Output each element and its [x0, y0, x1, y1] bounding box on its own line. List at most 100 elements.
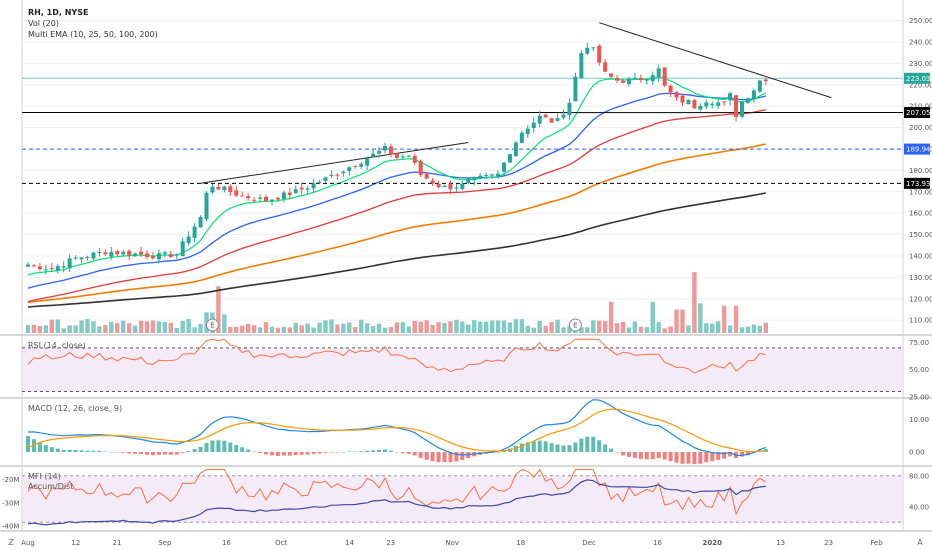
candle-body — [317, 182, 322, 184]
candle-body — [751, 90, 756, 99]
volume-bar — [382, 327, 388, 333]
trendline — [599, 22, 832, 99]
macd-histogram-bar — [561, 445, 566, 452]
macd-histogram-bar — [26, 435, 30, 452]
volume-bar — [162, 321, 168, 333]
volume-bar — [299, 325, 304, 333]
candle-body — [67, 258, 72, 269]
candle-body — [519, 132, 524, 144]
candle-body — [430, 180, 435, 184]
volume-bar — [466, 324, 471, 333]
candle-body — [388, 146, 393, 155]
earnings-marker — [568, 318, 582, 332]
volume-bar — [716, 321, 721, 333]
candle-body — [73, 257, 78, 259]
macd-histogram-bar — [341, 451, 346, 453]
macd-histogram-bar — [305, 452, 310, 455]
macd-histogram-bar — [644, 452, 649, 460]
volume-bar — [406, 326, 411, 333]
volume-bar — [489, 320, 495, 333]
price-tick-label: 210.00 — [909, 103, 932, 111]
candle-body — [650, 75, 655, 82]
volume-bar — [287, 327, 292, 333]
candle-body — [168, 254, 173, 257]
candle-body — [579, 53, 584, 79]
candle-body — [186, 236, 191, 244]
macd-histogram-bar — [662, 452, 667, 460]
timezone-button[interactable]: Z — [8, 538, 14, 547]
macd-histogram-bar — [228, 442, 233, 452]
macd-histogram-bar — [329, 452, 334, 453]
macd-histogram-bar — [264, 452, 268, 455]
macd-histogram-bar — [722, 452, 727, 459]
time-tick-label: 21 — [112, 539, 121, 547]
candle-body — [680, 95, 685, 103]
candle-body — [496, 173, 501, 177]
price-tag-label: 189.94 — [906, 146, 931, 154]
macd-histogram-bar — [745, 452, 750, 456]
volume-bar — [662, 328, 667, 333]
price-tag — [904, 106, 930, 118]
volume-bar — [430, 324, 435, 333]
volume-bar — [454, 319, 459, 333]
candle-body — [656, 68, 661, 78]
macd-histogram-bar — [668, 452, 673, 462]
macd-histogram-bar — [145, 452, 149, 455]
macd-histogram-bar — [186, 451, 191, 452]
volume-bar — [513, 319, 519, 333]
volume-bar — [472, 320, 477, 333]
mfi-tick-label: 80.00 — [909, 472, 929, 480]
ema-legend: Multi EMA (10, 25, 50, 100, 200) — [28, 30, 158, 39]
volume-bar — [412, 320, 417, 333]
candle-body — [567, 102, 572, 116]
signal-line — [27, 408, 766, 453]
macd-histogram-bar — [115, 452, 120, 453]
volume-bar — [692, 272, 697, 333]
auto-scale-button[interactable]: A — [917, 538, 923, 547]
candle-body — [341, 171, 346, 174]
macd-histogram-bar — [198, 446, 203, 452]
rsi-tick-label: 25.00 — [909, 394, 929, 402]
volume-bar — [400, 322, 406, 333]
volume-bar — [650, 301, 655, 333]
price-tick-label: 160.00 — [909, 210, 932, 218]
macd-histogram-bar — [299, 452, 304, 455]
time-tick-label: 14 — [345, 539, 354, 547]
candle-body — [85, 256, 90, 258]
price-tick-label: 140.00 — [909, 252, 932, 260]
volume-bar — [317, 322, 322, 333]
time-tick-label: 23 — [824, 539, 833, 547]
macd-histogram-bar — [412, 452, 417, 456]
macd-histogram-bar — [317, 452, 322, 454]
macd-histogram-bar — [275, 452, 280, 456]
volume-bar — [121, 320, 126, 333]
volume-bar — [359, 319, 364, 333]
volume-bar — [109, 321, 114, 333]
volume-bar — [323, 320, 328, 333]
candle-body — [460, 183, 465, 190]
macd-histogram-bar — [121, 452, 126, 453]
symbol-title: RH, 1D, NYSE — [28, 8, 89, 17]
time-tick-label: Dec — [582, 539, 596, 547]
candle-body — [621, 80, 625, 83]
candle-body — [281, 192, 286, 199]
volume-bar — [335, 324, 340, 333]
rsi-line — [27, 338, 766, 374]
volume-bar — [418, 321, 423, 333]
candle-body — [365, 158, 370, 166]
macd-histogram-bar — [73, 449, 78, 452]
volume-bar — [37, 325, 43, 333]
candle-body — [507, 154, 512, 163]
macd-histogram-bar — [537, 440, 542, 452]
price-tick-label: 170.00 — [909, 188, 932, 196]
mfi-line — [27, 468, 767, 516]
volume-bar — [632, 321, 638, 333]
macd-pane-label: MACD (12, 26, close, 9) — [28, 404, 123, 413]
ad-tick-label: -40M — [2, 523, 19, 531]
candle-body — [264, 196, 268, 202]
candle-body — [603, 62, 608, 72]
volume-bar — [549, 322, 554, 333]
time-tick-label: Aug — [21, 539, 35, 547]
price-tag — [904, 177, 930, 189]
